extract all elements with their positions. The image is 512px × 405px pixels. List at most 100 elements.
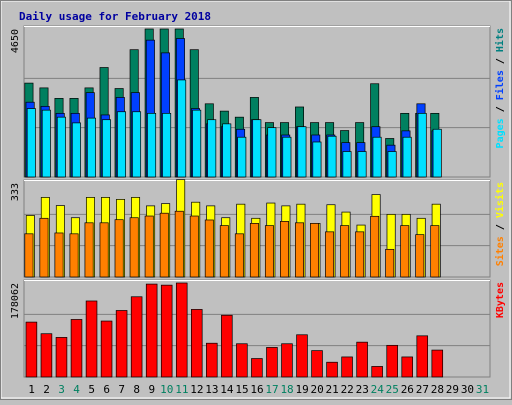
bar-pages [177, 79, 187, 178]
x-tick-label: 21 [326, 383, 339, 396]
bar-sites [370, 215, 380, 278]
x-tick-label: 12 [190, 383, 203, 396]
bar-sites [234, 233, 244, 278]
bar-pages [282, 136, 292, 178]
bar-pages [41, 109, 51, 178]
bar-kbytes [416, 335, 429, 378]
bar-pages [147, 112, 157, 178]
axis-series-label-part: Sites [494, 236, 506, 266]
bar-kbytes [311, 350, 323, 378]
bar-sites [99, 222, 109, 278]
bar-sites [39, 217, 49, 278]
bar-kbytes [296, 334, 308, 378]
bar-sites [340, 225, 350, 278]
bar-kbytes [206, 342, 218, 378]
bar-sites [279, 221, 289, 278]
bar-kbytes [341, 356, 353, 378]
bar-sites [325, 231, 335, 278]
bar-sites [159, 212, 169, 278]
bar-kbytes [236, 343, 248, 378]
bar-pages [117, 111, 127, 178]
bar-kbytes [145, 283, 158, 378]
bar-pages [132, 111, 142, 178]
bar-pages [267, 127, 277, 178]
x-tick-label: 5 [88, 383, 95, 396]
bar-kbytes [175, 282, 188, 378]
axis-series-label-part: / [495, 52, 506, 70]
bar-kbytes [401, 356, 413, 378]
x-tick-label: 17 [265, 383, 278, 396]
axis-series-label-part: KBytes [495, 282, 506, 318]
bar-sites [189, 215, 199, 278]
bar-kbytes [431, 349, 444, 378]
bar-pages [222, 123, 232, 178]
bar-sites [54, 232, 64, 278]
bar-pages [102, 119, 111, 178]
bar-sites [24, 233, 34, 278]
bar-sites [310, 223, 320, 278]
bar-pages [252, 119, 262, 178]
x-tick-label: 31 [476, 383, 489, 396]
bar-sites [114, 219, 124, 278]
bar-pages [192, 109, 202, 178]
axis-series-label: Sites / Visits [494, 182, 506, 266]
bar-kbytes [221, 314, 233, 378]
bar-pages [26, 108, 36, 178]
bar-pages [417, 112, 427, 178]
axis-max-label: 333 [10, 183, 21, 201]
x-tick-label: 26 [401, 383, 414, 396]
bar-sites [415, 234, 425, 278]
x-tick-label: 23 [356, 383, 369, 396]
bar-pages [357, 151, 367, 178]
bar-pages [342, 151, 352, 178]
bar-kbytes [160, 284, 173, 378]
x-tick-label: 1 [28, 383, 35, 396]
bar-pages [297, 126, 307, 178]
bar-pages [372, 136, 382, 178]
bar-pages [327, 135, 337, 178]
x-tick-label: 13 [205, 383, 218, 396]
axis-series-label: Pages / Files / Hits [494, 28, 506, 148]
bar-kbytes [251, 358, 263, 378]
x-tick-label: 20 [311, 383, 324, 396]
x-tick-label: 9 [148, 383, 155, 396]
bar-pages [71, 122, 81, 178]
bar-kbytes [266, 347, 278, 378]
x-tick-label: 7 [118, 383, 125, 396]
x-tick-label: 29 [446, 383, 459, 396]
bar-sites [295, 222, 304, 278]
axis-series-label-part: Visits [494, 182, 506, 218]
panel-hits-files-pages: 4650 Pages / Files / Hits [10, 25, 506, 178]
bar-sites [219, 225, 229, 278]
bar-kbytes [70, 319, 83, 378]
x-tick-label: 8 [133, 383, 140, 396]
axis-series-label-part: Hits [494, 28, 506, 52]
x-tick-label: 10 [160, 383, 173, 396]
bar-kbytes [281, 343, 293, 378]
x-tick-label: 28 [431, 383, 444, 396]
bar-pages [162, 112, 172, 178]
bar-kbytes [191, 309, 203, 378]
chart-title: Daily usage for February 2018 [19, 10, 211, 23]
x-tick-label: 14 [220, 383, 234, 396]
bar-kbytes [356, 341, 368, 378]
bar-kbytes [100, 320, 113, 378]
bar-sites [400, 225, 410, 278]
x-tick-label: 2 [43, 383, 50, 396]
bar-sites [249, 223, 259, 278]
bar-kbytes [55, 337, 68, 378]
x-tick-label: 16 [250, 383, 263, 396]
x-tick-label: 24 [371, 383, 385, 396]
bar-sites [385, 248, 395, 278]
axis-series-label-part: / [495, 218, 506, 236]
x-tick-label: 27 [416, 383, 429, 396]
x-tick-label: 4 [73, 383, 80, 396]
bar-sites [174, 210, 184, 278]
bar-pages [387, 151, 397, 178]
axis-series-label: KBytes [495, 282, 506, 318]
bar-sites [204, 219, 214, 278]
x-tick-label: 19 [295, 383, 308, 396]
bar-kbytes [40, 333, 53, 378]
x-tick-label: 11 [175, 383, 188, 396]
x-tick-label: 22 [341, 383, 354, 396]
